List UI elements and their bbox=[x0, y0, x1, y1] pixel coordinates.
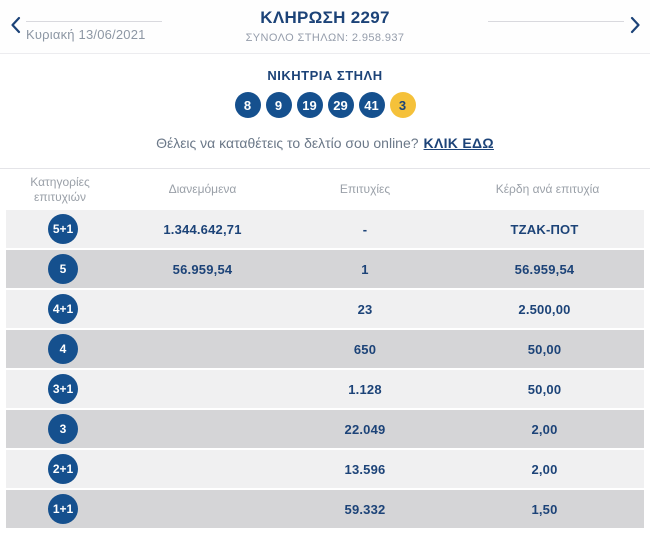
cell-winners: 23 bbox=[357, 301, 373, 317]
category-cell: 5 bbox=[6, 254, 120, 284]
header-categories: Κατηγορίες επιτυχιών bbox=[30, 174, 90, 204]
total-columns: ΣΥΝΟΛΟ ΣΤΗΛΩΝ: 2.958.937 bbox=[245, 32, 405, 44]
cell-prize: 50,00 bbox=[527, 381, 562, 397]
table-row: 3 22.049 2,00 bbox=[6, 410, 644, 448]
bonus-number-ball: 3 bbox=[389, 92, 416, 118]
winning-number-ball: 9 bbox=[265, 92, 292, 118]
cta-line: Θέλεις να καταθέτεις το δελτίο σου onlin… bbox=[0, 135, 650, 151]
category-cell: 2+1 bbox=[6, 454, 120, 484]
draw-header: ΚΛΗΡΩΣΗ 2297 ΣΥΝΟΛΟ ΣΤΗΛΩΝ: 2.958.937 bbox=[0, 8, 650, 44]
next-draw-button[interactable] bbox=[624, 13, 646, 39]
category-badge: 5 bbox=[48, 254, 78, 284]
winning-numbers: 8 9 19 29 41 3 bbox=[0, 92, 650, 118]
divider bbox=[26, 21, 162, 22]
cta-link[interactable]: ΚΛΙΚ ΕΔΩ bbox=[423, 135, 494, 151]
category-cell: 3+1 bbox=[6, 374, 120, 404]
winning-number-ball: 19 bbox=[296, 92, 323, 118]
results-table-body: 5+1 1.344.642,71 - ΤΖΑΚ-ΠΟΤ 5 56.959,54 … bbox=[0, 210, 650, 528]
cell-winners: 13.596 bbox=[344, 461, 386, 477]
table-row: 3+1 1.128 50,00 bbox=[6, 370, 644, 408]
cell-prize: 2,00 bbox=[531, 421, 558, 437]
cell-prize: 1,50 bbox=[531, 501, 558, 517]
draw-title: ΚΛΗΡΩΣΗ 2297 bbox=[260, 8, 390, 27]
cell-winners: 22.049 bbox=[344, 421, 386, 437]
cell-winners: 1.128 bbox=[348, 381, 382, 397]
category-badge: 2+1 bbox=[48, 454, 78, 484]
cell-winners: 59.332 bbox=[344, 501, 386, 517]
category-cell: 1+1 bbox=[6, 494, 120, 524]
results-table: Κατηγορίες επιτυχιών Διανεμόμενα Επιτυχί… bbox=[0, 168, 650, 528]
table-row: 5 56.959,54 1 56.959,54 bbox=[6, 250, 644, 288]
category-cell: 4+1 bbox=[6, 294, 120, 324]
chevron-left-icon bbox=[10, 16, 21, 37]
category-cell: 5+1 bbox=[6, 214, 120, 244]
cell-distributed: 56.959,54 bbox=[172, 261, 233, 277]
cell-prize: 50,00 bbox=[527, 341, 562, 357]
category-badge: 5+1 bbox=[48, 214, 78, 244]
header-winners: Επιτυχίες bbox=[339, 182, 391, 196]
previous-draw-button[interactable] bbox=[4, 13, 26, 39]
cell-prize: ΤΖΑΚ-ΠΟΤ bbox=[510, 221, 579, 237]
table-row: 2+1 13.596 2,00 bbox=[6, 450, 644, 488]
winning-number-ball: 8 bbox=[234, 92, 261, 118]
category-badge: 4 bbox=[48, 334, 78, 364]
cell-prize: 56.959,54 bbox=[514, 261, 575, 277]
cell-prize: 2,00 bbox=[531, 461, 558, 477]
table-row: 1+1 59.332 1,50 bbox=[6, 490, 644, 528]
winning-number-ball: 41 bbox=[358, 92, 385, 118]
table-row: 4 650 50,00 bbox=[6, 330, 644, 368]
table-row: 4+1 23 2.500,00 bbox=[6, 290, 644, 328]
chevron-right-icon bbox=[630, 16, 641, 37]
cell-winners: - bbox=[362, 221, 368, 237]
results-table-header: Κατηγορίες επιτυχιών Διανεμόμενα Επιτυχί… bbox=[0, 168, 650, 210]
winning-column-title: ΝΙΚΗΤΡΙΑ ΣΤΗΛΗ bbox=[267, 68, 383, 83]
header-distributed: Διανεμόμενα bbox=[168, 182, 237, 196]
category-badge: 4+1 bbox=[48, 294, 78, 324]
divider bbox=[488, 21, 624, 22]
category-cell: 3 bbox=[6, 414, 120, 444]
category-badge: 3+1 bbox=[48, 374, 78, 404]
header-prize: Κέρδη ανά επιτυχία bbox=[495, 182, 600, 196]
cell-prize: 2.500,00 bbox=[518, 301, 571, 317]
draw-date: Κυριακή 13/06/2021 bbox=[26, 27, 146, 42]
table-row: 5+1 1.344.642,71 - ΤΖΑΚ-ΠΟΤ bbox=[6, 210, 644, 248]
category-cell: 4 bbox=[6, 334, 120, 364]
category-badge: 1+1 bbox=[48, 494, 78, 524]
cta-text: Θέλεις να καταθέτεις το δελτίο σου onlin… bbox=[156, 135, 419, 151]
cell-distributed: 1.344.642,71 bbox=[163, 221, 242, 237]
draw-navigation: Κυριακή 13/06/2021 ΚΛΗΡΩΣΗ 2297 ΣΥΝΟΛΟ Σ… bbox=[0, 0, 650, 54]
cell-winners: 650 bbox=[353, 341, 377, 357]
cell-winners: 1 bbox=[361, 261, 369, 277]
category-badge: 3 bbox=[48, 414, 78, 444]
winning-number-ball: 29 bbox=[327, 92, 354, 118]
